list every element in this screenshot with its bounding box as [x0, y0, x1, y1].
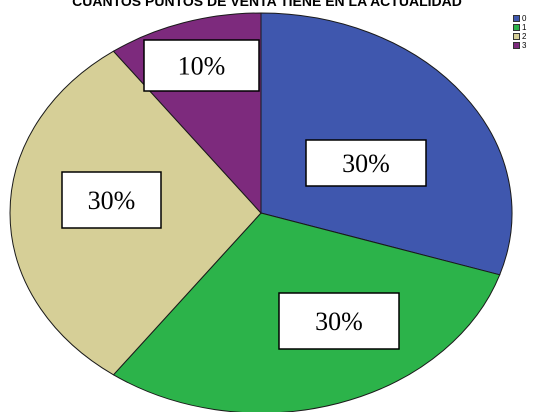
legend-item-1: 1	[513, 23, 526, 32]
legend-swatch	[513, 24, 520, 31]
data-label-3: 10%	[143, 39, 260, 92]
data-label-text: 30%	[342, 149, 390, 178]
legend-item-3: 3	[513, 41, 526, 50]
legend-label: 3	[522, 41, 527, 50]
chart-title: CUANTOS PUNTOS DE VENTA TIENE EN LA ACTU…	[72, 0, 462, 9]
data-label-box	[61, 171, 162, 229]
data-label-text: 30%	[88, 186, 136, 215]
legend-label: 0	[522, 14, 527, 23]
pie-data-labels: 30% 30% 30% 10%	[61, 39, 427, 350]
legend-swatch	[513, 42, 520, 49]
data-label-box	[305, 139, 427, 187]
legend-swatch	[513, 15, 520, 22]
data-label-box	[278, 292, 400, 350]
legend-label: 1	[522, 23, 527, 32]
legend-label: 2	[522, 32, 527, 41]
legend-item-2: 2	[513, 32, 526, 41]
data-label-2: 30%	[61, 171, 162, 229]
legend-item-0: 0	[513, 14, 526, 23]
data-label-0: 30%	[305, 139, 427, 187]
legend-swatch	[513, 33, 520, 40]
data-label-box	[143, 39, 260, 92]
data-label-text: 10%	[178, 52, 226, 81]
data-label-text: 30%	[315, 307, 363, 336]
data-label-1: 30%	[278, 292, 400, 350]
